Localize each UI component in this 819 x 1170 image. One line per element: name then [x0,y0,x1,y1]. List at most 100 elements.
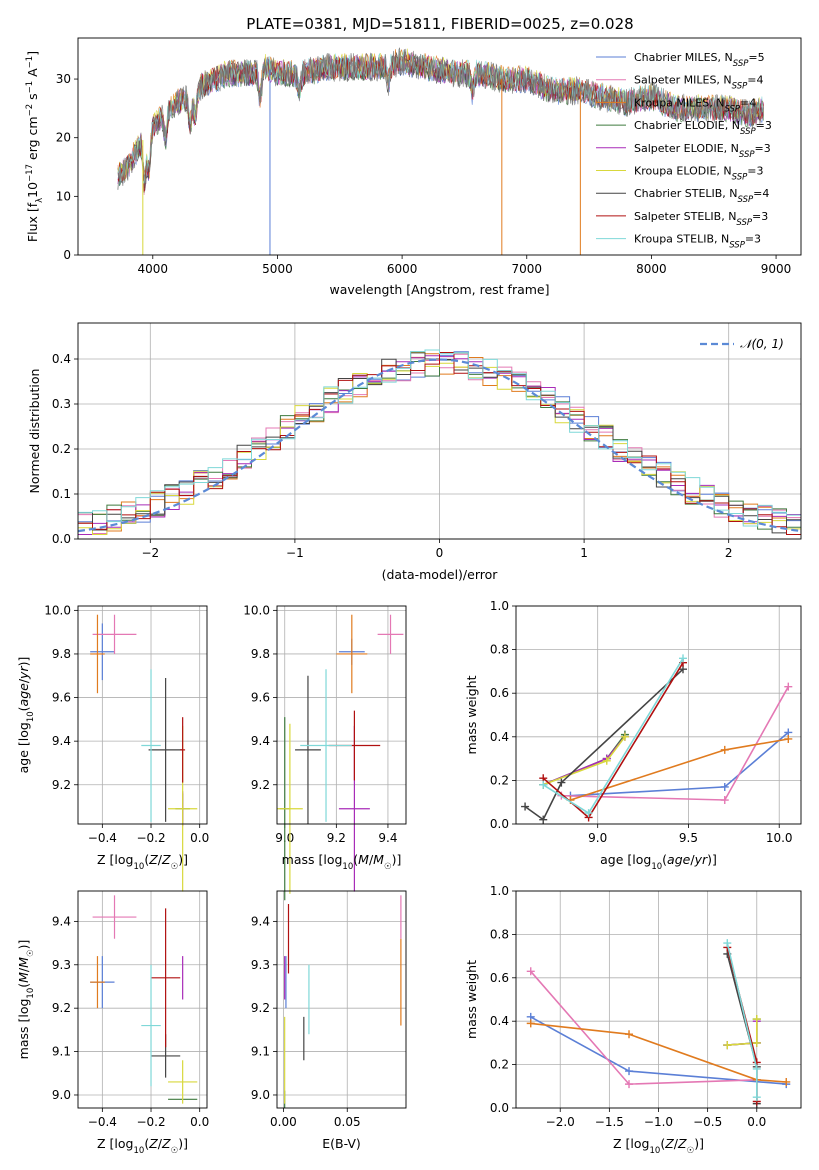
label-part: Z [148,1136,158,1151]
tick-label-y: 9.3 [52,958,71,972]
weight-marker [720,745,729,754]
label-part: age [log [600,852,651,867]
chart-panels: 4000 5000 6000 7000 8000 90000102030wavelengt… [16,37,802,1156]
label-part: M [16,972,31,983]
label-part: Z [log [97,1136,133,1151]
y-axis-label: Flux [fλ10−17 erg cm−2 s−1 A−1] [25,51,45,242]
tick-label-x: 5000 [262,262,293,276]
tick-label-x: −2.0 [546,1115,575,1129]
label-part: )] [178,852,188,867]
label-part: ☉ [171,862,179,872]
tick-label-x: 9.2 [327,831,346,845]
label-part: Z [log [97,852,133,867]
weight-line [727,1019,758,1046]
x-axis-label: Z [log10(Z/Z☉)] [613,1136,704,1156]
label-part: / [690,852,695,867]
weight-line [561,686,789,801]
label-part: ( [662,852,667,867]
label-part: ( [144,1136,149,1151]
tick-label-x: −0.2 [136,831,165,845]
weight-line [727,1019,758,1046]
label-part: −17 [25,164,35,182]
label-part: / [674,1136,679,1151]
tick-label-x: 6000 [387,262,418,276]
axes-frame [515,890,802,1109]
label-part: A [25,68,40,81]
histogram-salpeter-stelib [78,352,801,535]
legend-entry: 𝒩(0, 1) [740,337,784,351]
weight-marker [620,732,629,741]
tick-label-x: 2 [725,546,733,560]
label-part: Kroupa STELIB, N [634,233,729,246]
weight-marker [752,1015,761,1024]
legend-entry: Chabrier MILES, NSSP=5 [634,51,765,69]
label-part: Chabrier MILES, N [634,51,733,64]
tick-label-x: 0.0 [190,831,209,845]
tick-label-y: 9.2 [52,778,71,792]
x-axis-label: mass [log10(M/M☉)] [282,852,402,872]
tick-label-y: 0.8 [490,643,509,657]
y-axis-label: age [log10(age/yr)] [16,657,36,774]
weight-line [727,1021,758,1046]
label-part: )] [707,852,717,867]
weight-marker [720,796,729,805]
panel-residuals: −2 −1 0 1 2 0.0 0.1 0.2 0.3 0.4 (data-model)/error… [27,322,802,582]
legend-entry: Chabrier ELODIE, NSSP=3 [634,119,772,137]
tick-label-y: 0 [63,248,71,262]
weight-marker [539,780,548,789]
tick-label-x: 0.0 [190,1115,209,1129]
weight-marker [584,809,593,818]
label-part: =3 [747,165,763,178]
label-part: )] [694,1136,704,1151]
label-part: Salpeter MILES, N [634,74,732,87]
weight-marker [720,782,729,791]
label-part: Salpeter STELIB, N [634,210,736,223]
label-part: 10 [26,711,36,722]
tick-label-x: 8000 [636,262,667,276]
weight-line [542,662,684,819]
label-part: age [log [16,722,31,773]
label-part: 10 [342,862,353,872]
label-part: M [16,957,31,968]
tick-label-y: 9.2 [251,1001,270,1015]
label-part: / [16,678,31,683]
tick-label-y: 9.6 [52,691,71,705]
label-part: SSP [736,218,752,228]
panel-weight-vs-age: 9.0 9.5 10.0 0.0 0.2 0.4 0.6 0.8 1.0 age [log10(a… [464,599,802,872]
figure-title: PLATE=0381, MJD=51811, FIBERID=0025, z=0… [246,15,633,33]
label-part: =3 [752,210,768,223]
label-part: Kroupa ELODIE, N [634,165,732,178]
legend-entry: Salpeter ELODIE, NSSP=3 [634,142,771,160]
label-part: Chabrier STELIB, N [634,187,738,200]
tick-label-y: 1.0 [490,599,509,613]
tick-label-y: 0.0 [490,817,509,831]
tick-label-y: 10.0 [243,603,270,617]
label-part: s [25,93,40,104]
label-part: =4 [753,187,769,200]
weight-marker [625,1067,634,1076]
tick-label-x: 1 [580,546,588,560]
tick-label-x: 0.00 [270,1115,297,1129]
histograms [78,349,801,535]
label-part: ( [144,852,149,867]
label-part: Z [148,852,158,867]
tick-label-x: 9.0 [588,831,607,845]
tick-label-y: 9.2 [52,1001,71,1015]
histogram-kroupa-stelib [78,349,801,534]
tick-label-y: 9.1 [251,1045,270,1059]
label-part: mass [log [16,999,31,1060]
tick-label-y: 9.4 [251,914,270,928]
tick-label-y: 9.2 [251,778,270,792]
label-part: −2 [25,104,35,117]
tick-label-y: 20 [56,131,71,145]
weight-marker [784,734,793,743]
label-part: ☉ [171,1146,179,1156]
label-part: ] [25,51,40,56]
label-part: SSP [739,150,755,160]
tick-label-x: 0.05 [334,1115,361,1129]
legend-entry: Salpeter STELIB, NSSP=3 [634,210,768,228]
tick-label-y: 10.0 [44,603,71,617]
normal-curve [78,358,801,533]
